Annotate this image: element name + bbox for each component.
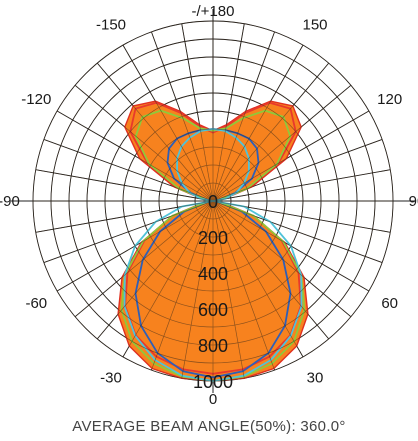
radial-value-label: 1000 <box>193 372 233 392</box>
angle-label: 150 <box>302 16 327 33</box>
angle-label: -150 <box>96 16 126 33</box>
radial-value-label: 600 <box>198 300 228 320</box>
radial-value-label: 200 <box>198 228 228 248</box>
beam-angle-caption: AVERAGE BEAM ANGLE(50%): 360.0° <box>72 418 345 435</box>
angle-label: 60 <box>381 295 398 312</box>
radial-value-label: 400 <box>198 264 228 284</box>
angle-label: -90 <box>0 193 20 210</box>
angle-label: 120 <box>377 91 402 108</box>
radial-value-label: 800 <box>198 336 228 356</box>
angle-label: 90 <box>409 193 418 210</box>
radial-value-label: 0 <box>208 192 218 212</box>
angle-label: -30 <box>100 370 122 387</box>
angle-label: 0 <box>209 391 217 408</box>
axis-labels: -/+180 150 120 90 60 30 0 -30 -60 -90 -120 -150 0 200… <box>0 3 418 408</box>
angle-label: -/+180 <box>192 3 235 20</box>
angle-label: 30 <box>307 370 324 387</box>
angle-label: -120 <box>21 91 51 108</box>
angle-label: -60 <box>25 295 47 312</box>
